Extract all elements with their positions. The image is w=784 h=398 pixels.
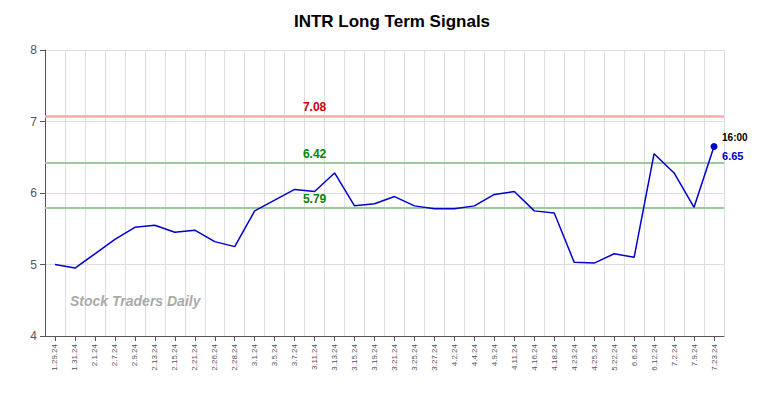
svg-text:2.15.24: 2.15.24 <box>170 343 179 370</box>
svg-text:6.65: 6.65 <box>722 150 743 162</box>
svg-text:4.25.24: 4.25.24 <box>590 343 599 370</box>
svg-text:3.5.24: 3.5.24 <box>270 343 279 366</box>
svg-text:1.31.24: 1.31.24 <box>70 343 79 370</box>
svg-text:2.1.24: 2.1.24 <box>90 343 99 366</box>
svg-text:3.13.24: 3.13.24 <box>330 343 339 370</box>
svg-text:4.9.24: 4.9.24 <box>490 343 499 366</box>
svg-text:4.23.24: 4.23.24 <box>570 343 579 370</box>
svg-text:Stock Traders Daily: Stock Traders Daily <box>70 293 202 309</box>
svg-text:7.2.24: 7.2.24 <box>670 343 679 366</box>
svg-text:4.2.24: 4.2.24 <box>450 343 459 366</box>
svg-text:7: 7 <box>30 115 37 129</box>
svg-text:2.21.24: 2.21.24 <box>190 343 199 370</box>
svg-text:1.29.24: 1.29.24 <box>50 343 59 370</box>
svg-text:INTR Long Term Signals: INTR Long Term Signals <box>294 12 490 31</box>
svg-text:6.12.24: 6.12.24 <box>650 343 659 370</box>
svg-text:5.79: 5.79 <box>303 192 327 206</box>
svg-text:3.15.24: 3.15.24 <box>350 343 359 370</box>
svg-text:7.08: 7.08 <box>303 100 327 114</box>
svg-text:4: 4 <box>30 329 37 343</box>
svg-text:5: 5 <box>30 258 37 272</box>
svg-text:4.16.24: 4.16.24 <box>530 343 539 370</box>
svg-text:3.11.24: 3.11.24 <box>310 343 319 370</box>
svg-text:6.6.24: 6.6.24 <box>630 343 639 366</box>
svg-text:4.4.24: 4.4.24 <box>470 343 479 366</box>
svg-text:3.21.24: 3.21.24 <box>390 343 399 370</box>
svg-text:3.19.24: 3.19.24 <box>370 343 379 370</box>
svg-text:16:00: 16:00 <box>722 132 748 143</box>
svg-text:7.9.24: 7.9.24 <box>690 343 699 366</box>
svg-text:2.28.24: 2.28.24 <box>230 343 239 370</box>
svg-text:6: 6 <box>30 186 37 200</box>
svg-text:2.26.24: 2.26.24 <box>210 343 219 370</box>
svg-text:6.42: 6.42 <box>303 147 327 161</box>
svg-text:3.1.24: 3.1.24 <box>250 343 259 366</box>
svg-text:4.18.24: 4.18.24 <box>550 343 559 370</box>
svg-text:2.13.24: 2.13.24 <box>150 343 159 370</box>
svg-text:3.7.24: 3.7.24 <box>290 343 299 366</box>
svg-text:5.22.24: 5.22.24 <box>610 343 619 370</box>
svg-text:7.23.24: 7.23.24 <box>710 343 719 370</box>
svg-text:8: 8 <box>30 43 37 57</box>
svg-text:3.27.24: 3.27.24 <box>430 343 439 370</box>
svg-text:2.9.24: 2.9.24 <box>130 343 139 366</box>
svg-text:4.11.24: 4.11.24 <box>510 343 519 370</box>
svg-text:2.7.24: 2.7.24 <box>110 343 119 366</box>
svg-text:3.25.24: 3.25.24 <box>410 343 419 370</box>
